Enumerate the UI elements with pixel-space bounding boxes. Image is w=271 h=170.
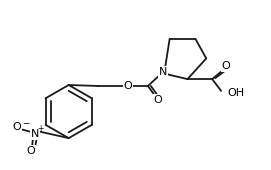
Text: N: N <box>159 67 167 77</box>
Text: O: O <box>124 81 133 91</box>
Text: O: O <box>222 61 230 71</box>
Text: O: O <box>27 146 36 156</box>
Text: O: O <box>13 122 22 132</box>
Text: O: O <box>153 95 162 105</box>
Text: N: N <box>31 129 39 139</box>
Text: OH: OH <box>227 88 244 98</box>
Text: −: − <box>22 118 30 127</box>
Text: +: + <box>37 124 43 133</box>
